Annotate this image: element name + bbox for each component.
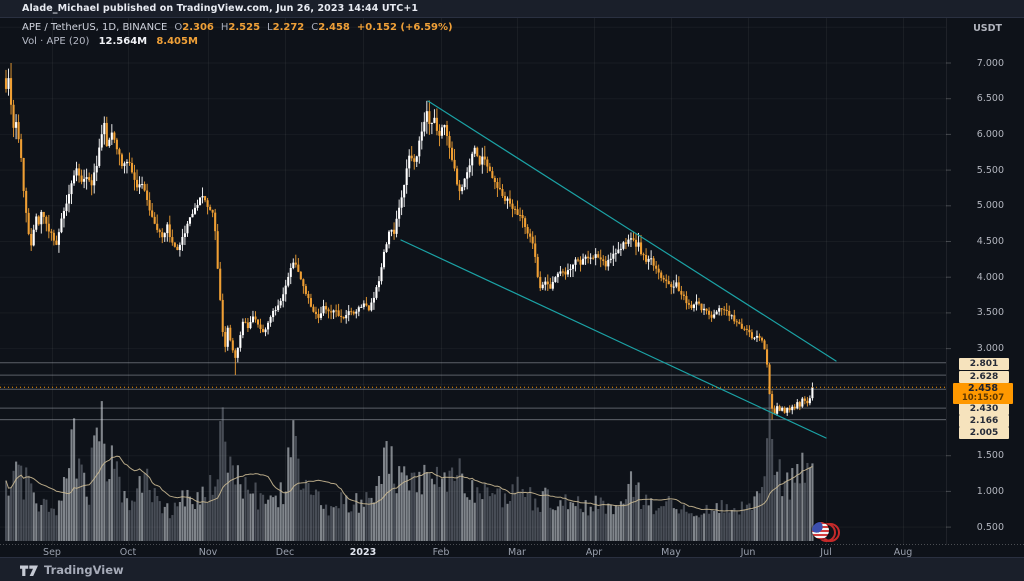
time-tick-year: 2023 [349,547,377,558]
time-tick-month: Aug [893,547,913,558]
symbol-legend[interactable]: APE / TetherUS, 1D, BINANCE O2.306 H2.525 L… [22,21,453,35]
symbol-title: APE / TetherUS, 1D, BINANCE [22,22,168,33]
price-tick-label: 5.500 [976,164,1004,176]
time-tick-month: Mar [508,547,526,558]
price-tick-label: 7.000 [976,57,1004,69]
price-tick-label: 1.500 [976,450,1004,462]
ohlc-value: 2.525 [228,22,261,33]
time-tick-month: Jun [740,547,756,558]
price-tick-label: 6.000 [976,128,1004,140]
level-price-label: 2.430 [959,403,1009,415]
time-tick-month: Oct [119,547,137,558]
ohlc-value: 2.458 [318,22,350,33]
price-tick-label: 0.500 [976,521,1004,533]
published-bar: Alade_Michael published on TradingView.c… [0,0,1024,18]
volume-legend[interactable]: Vol · APE (20) 12.564M 8.405M [22,35,198,49]
ohlc-letter: C [311,22,319,33]
price-tick-label: 1.000 [976,485,1004,497]
tradingview-logo-icon [20,565,38,576]
ohlc-letter: L [267,22,273,33]
price-tick-label: 4.000 [976,271,1004,283]
bar-countdown: 10:15:07 [961,392,1005,403]
time-tick-month: May [661,547,681,558]
level-price-label: 2.166 [959,415,1009,427]
time-tick-month: Apr [585,547,603,558]
usa-flag-icon [812,522,829,539]
current-price-label: 2.458 10:15:07 [953,382,1013,404]
time-tick-month: Jul [820,547,832,558]
volume-label: Vol · APE (20) [22,36,90,47]
time-tick-month: Nov [198,547,218,558]
volume-value: 12.564M [98,36,148,47]
time-tick-month: Feb [432,547,450,558]
level-price-label: 2.628 [959,370,1009,383]
published-line: Alade_Michael published on TradingView.c… [22,3,419,14]
ohlc-value: 2.272 [272,22,305,33]
flag-emoji-sticker [812,522,840,542]
price-tick-label: 3.500 [976,307,1004,319]
price-tick-label: 4.500 [976,236,1004,247]
level-price-label: 2.005 [959,427,1009,439]
level-price-label: 2.801 [959,358,1009,370]
time-tick-month: Sep [43,547,61,558]
price-axis[interactable]: 7.000 6.500 6.000 5.500 5.000 4.500 4.000 3.500… [946,18,1024,545]
price-tick-label: 5.000 [976,200,1004,212]
ohlc-value: 2.306 [182,22,214,33]
volume-ma-value: 8.405M [156,36,198,47]
ohlc-letter: O [174,22,183,33]
chart-region[interactable] [0,18,1024,558]
price-tick-label: 3.000 [976,343,1004,355]
tradingview-wordmark: TradingView [44,563,124,577]
price-tick-label: 6.500 [976,93,1004,105]
time-tick-month: Dec [275,547,295,558]
current-price-value: 2.458 [967,382,999,394]
footer-bar [0,558,1024,581]
change-value: +0.152 (+6.59%) [356,22,453,33]
quote-currency-label: USDT [973,23,1002,34]
ohlc-letter: H [220,22,229,33]
tradingview-brand[interactable]: TradingView [20,563,124,577]
